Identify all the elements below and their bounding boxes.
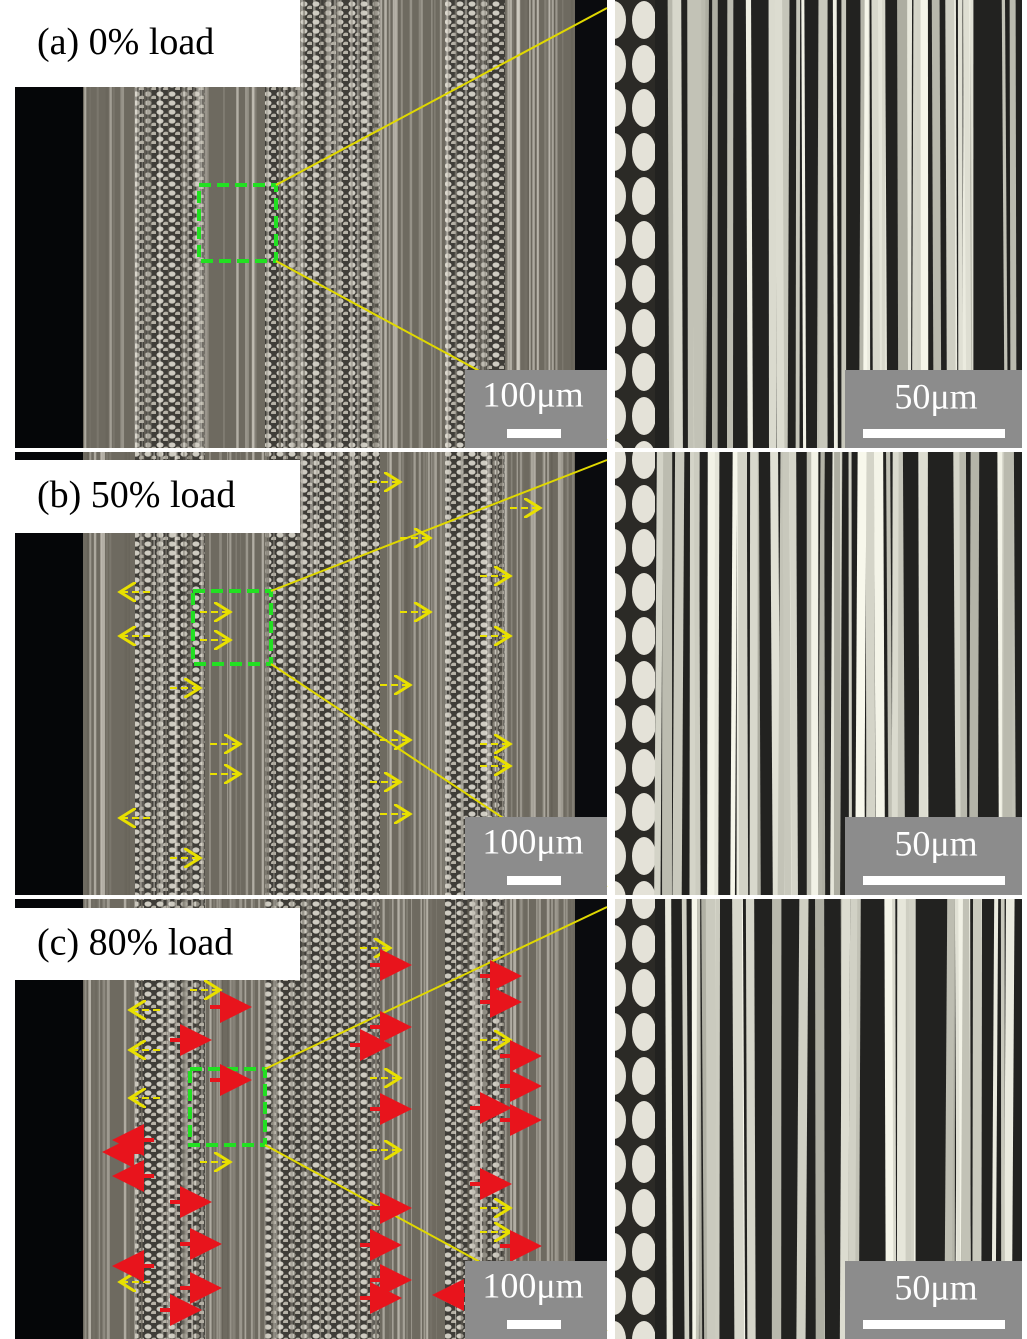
fiber	[801, 899, 804, 1339]
panel: (b) 50% load 100μm 50μm	[15, 452, 1022, 895]
fiber	[715, 452, 716, 895]
fiber	[677, 452, 680, 895]
fiber	[684, 899, 687, 1339]
fiber	[774, 452, 777, 895]
fiber	[803, 0, 805, 448]
fiber	[737, 899, 739, 1339]
fiber	[820, 899, 821, 1339]
scale-bar	[507, 876, 561, 885]
scale-text: 100μm	[482, 374, 583, 414]
fiber	[786, 452, 788, 895]
fiber	[750, 899, 751, 1339]
panel-label: (b) 50% load	[37, 474, 235, 516]
scale-text: 50μm	[894, 823, 977, 863]
scale-text: 100μm	[482, 1265, 583, 1305]
fiber	[778, 0, 780, 448]
fiber	[793, 452, 795, 895]
fiber	[733, 452, 735, 895]
fiber-ends	[615, 0, 655, 448]
scale-bar	[863, 429, 1005, 438]
figure: (a) 0% load 100μm 50μm (b) 50% load 100μm 50μ…	[0, 0, 1027, 1339]
fiber	[696, 452, 698, 895]
panel-label: (a) 0% load	[37, 21, 214, 63]
fiber	[835, 0, 836, 448]
scale-text: 100μm	[482, 821, 583, 861]
fiber	[697, 899, 698, 1339]
panel: (c) 80% load 100μm 50μm	[15, 899, 1022, 1339]
scale-bar	[863, 876, 1005, 885]
fiber	[784, 0, 786, 448]
fiber-ends	[615, 899, 655, 1339]
fiber-ends	[615, 452, 655, 895]
fiber	[717, 899, 718, 1339]
fiber	[742, 452, 743, 895]
fiber	[657, 452, 660, 895]
fiber	[677, 0, 679, 448]
fiber	[697, 0, 699, 448]
fiber	[820, 452, 823, 895]
scale-text: 50μm	[894, 1267, 977, 1307]
fiber	[694, 899, 695, 1339]
fiber	[711, 452, 712, 895]
fiber	[668, 899, 670, 1339]
scale-bar	[507, 429, 561, 438]
scale-bar	[507, 1320, 561, 1329]
fiber	[690, 0, 691, 448]
panel-label: (c) 80% load	[37, 922, 233, 964]
scale-bar	[863, 1320, 1005, 1329]
fiber	[798, 0, 799, 448]
panel: (a) 0% load 100μm 50μm	[15, 0, 1022, 448]
fiber	[711, 899, 712, 1339]
scale-text: 50μm	[894, 376, 977, 416]
fiber	[748, 0, 750, 448]
